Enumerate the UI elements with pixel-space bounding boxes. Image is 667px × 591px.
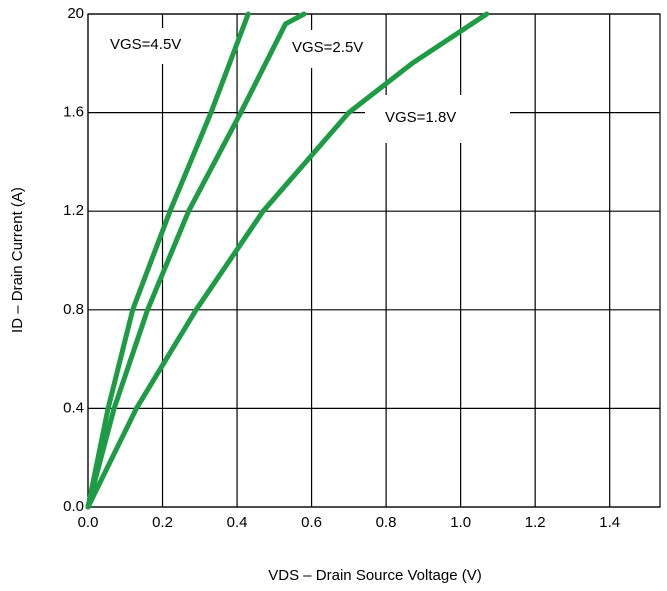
curve [85, 11, 490, 510]
x-tick-label: 0.0 [78, 514, 99, 531]
y-tick-label: 1.2 [63, 202, 84, 219]
y-tick-label: 20 [67, 5, 84, 22]
x-tick-label: 1.0 [450, 514, 471, 531]
series-label: VGS=1.8V [385, 109, 456, 126]
label-background [365, 95, 510, 143]
x-tick-label: 0.4 [227, 514, 248, 531]
series-label: VGS=2.5V [292, 39, 363, 56]
x-tick-label: 0.6 [301, 514, 322, 531]
y-tick-label: 1.6 [63, 104, 84, 121]
curve [85, 11, 307, 510]
y-tick-label: 0.8 [63, 301, 84, 318]
label-background [100, 28, 200, 64]
y-axis-label: ID – Drain Current (A) [9, 187, 26, 333]
series-label: VGS=4.5V [110, 36, 181, 53]
plot-border [87, 13, 661, 508]
x-tick-label: 1.4 [599, 514, 620, 531]
x-tick-label: 0.8 [376, 514, 397, 531]
curve [85, 11, 251, 510]
x-tick-label: 1.2 [525, 514, 546, 531]
y-tick-label: 0.4 [63, 399, 84, 416]
x-axis-label: VDS – Drain Source Voltage (V) [268, 567, 481, 584]
x-tick-label: 0.2 [152, 514, 173, 531]
y-tick-label: 0.0 [63, 498, 84, 515]
label-background [282, 30, 382, 68]
